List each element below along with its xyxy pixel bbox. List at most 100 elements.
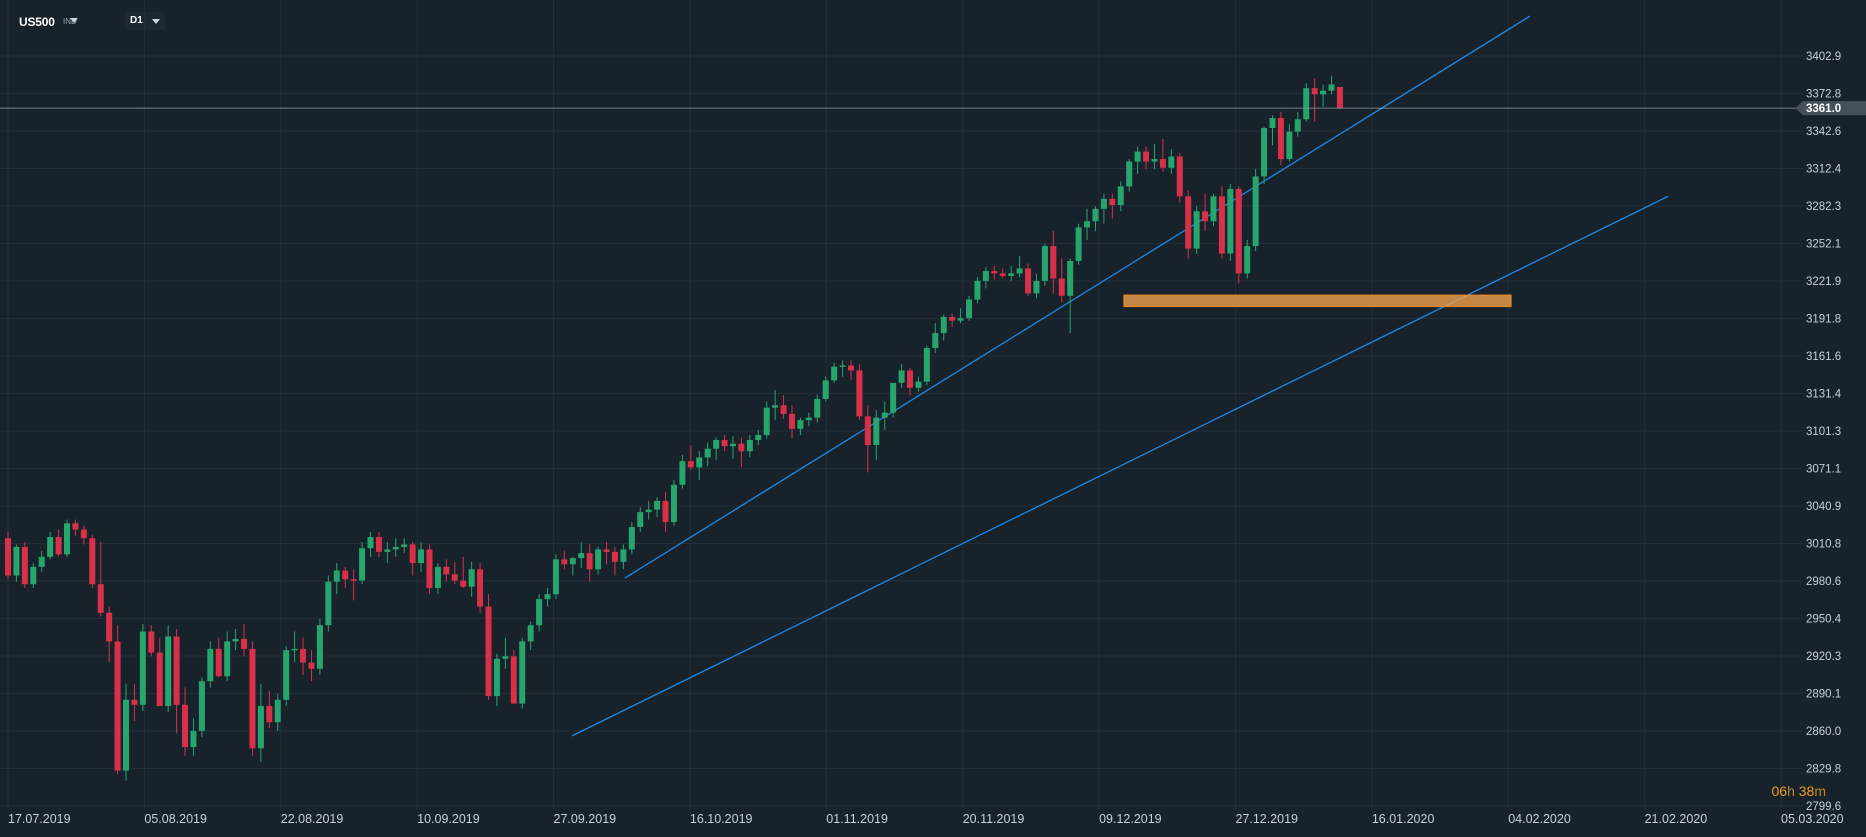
candle-bull [670,479,677,526]
support-zone-layer [1123,294,1512,308]
candle-body [451,574,458,581]
price-tick-label: 3372.8 [1806,89,1841,101]
candle-body [637,512,644,528]
candle-bull [1303,83,1310,122]
candle-body [1303,88,1310,120]
candle-bull [974,277,981,304]
price-tick-label: 3402.9 [1806,51,1841,63]
candle-bear [215,637,222,678]
candle-body [940,316,947,334]
candle-bull [595,546,602,575]
candle-body [13,546,20,576]
candle-body [1041,246,1048,281]
candle-body [1269,118,1276,128]
candle-body [359,548,366,581]
candle-bull [932,323,939,353]
candle-body [1050,246,1057,279]
candle-bear [89,534,96,588]
candle-bull [139,624,146,712]
candle-body [881,412,888,418]
candle-bull [873,410,880,460]
candle-bear [21,541,28,588]
candle-body [510,656,517,704]
candle-body [603,549,610,552]
candle-bear [662,492,669,533]
trendlines [571,15,1669,737]
price-tick-label: 3131.4 [1806,389,1842,401]
candle-bear [561,550,568,570]
candle-body [552,559,559,595]
candle-bull [493,653,500,707]
candle-bear [603,541,610,565]
candle-bull [1134,146,1141,174]
candle-body [755,435,762,441]
candle-body [519,641,526,704]
date-tick-label: 05.03.2020 [1781,812,1844,826]
candle-body [898,370,905,383]
candle-body [797,420,804,429]
candle-bull [797,417,804,436]
candle-bull [1261,126,1268,184]
candle-bull [1294,111,1301,137]
candle-bull [283,646,290,707]
candle-bull [696,451,703,480]
candle-bull [30,563,37,588]
candle-body [274,699,281,723]
candle-bear [864,405,871,473]
candle-body [1277,118,1284,160]
candle-body [165,636,172,707]
candle-bear [949,313,956,327]
candle-bull [502,637,509,669]
candle-bull [544,587,551,607]
candle-bull [291,631,298,663]
candle-bull [1100,193,1107,224]
candle-bull [1210,193,1217,227]
candle-timer: 06h 38m [1771,783,1826,799]
candle-bull [1286,124,1293,162]
candle-bull [982,267,989,289]
candle-body [982,270,989,281]
candle-bear [477,563,484,613]
symbol-name[interactable]: US500 [19,15,55,29]
candle-bull [746,435,753,458]
price-tick-label: 2920.3 [1806,651,1841,663]
candle-bull [628,522,635,555]
candle-body [544,594,551,600]
candle-bull [898,364,905,388]
candle-bull [1067,258,1074,334]
candle-body [333,570,340,582]
candle-body [1252,176,1259,247]
candle-bear [1159,139,1166,172]
candle-body [5,538,11,576]
candle-body [966,299,973,319]
candle-bear [266,691,273,729]
candle-bull [333,563,340,595]
candle-bear [721,435,728,452]
candle-body [426,549,433,588]
candle-body [788,413,795,429]
price-tick-label: 3191.8 [1806,314,1841,326]
candle-body [991,270,998,274]
candle-body [89,538,96,585]
candle-bull [1016,256,1023,278]
timeframe-selector[interactable]: D1 [125,12,165,30]
candle-body [620,549,627,562]
candle-body [1151,159,1158,162]
candle-bear [350,569,357,601]
candle-body [1117,186,1124,206]
candle-body [670,484,677,523]
candle-body [350,579,357,581]
candle-bull [831,362,838,383]
candle-bull [1075,223,1082,265]
price-tick-label: 2829.8 [1806,764,1841,776]
date-tick-label: 04.02.2020 [1508,812,1571,826]
candle-body [772,405,779,408]
caret-down-icon[interactable] [70,18,78,23]
candle-body [1244,246,1251,274]
candle-body [434,566,441,588]
candle-bull [359,541,366,585]
candle-body [106,612,113,642]
candle-body [578,553,585,559]
candle-bull [1244,239,1251,279]
